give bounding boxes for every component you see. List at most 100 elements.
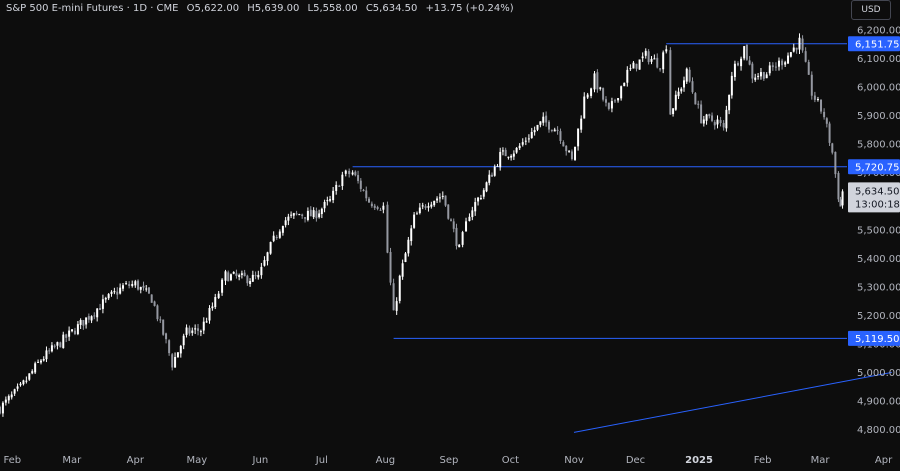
- candle-body: [521, 142, 524, 145]
- candle-body: [784, 62, 787, 65]
- candle-body: [556, 129, 559, 131]
- candle-body: [477, 197, 480, 202]
- candle-body: [229, 274, 232, 281]
- level-price-badge[interactable]: [848, 330, 900, 346]
- x-tick-label: Aug: [376, 455, 396, 466]
- candle-body: [515, 147, 518, 153]
- candle-body: [638, 59, 641, 70]
- candle-body: [85, 317, 88, 325]
- candle-body: [436, 198, 439, 201]
- candle-body: [680, 88, 683, 92]
- candle-body: [1, 402, 4, 414]
- candle-body: [623, 82, 626, 87]
- candle-body: [465, 221, 468, 232]
- candle-body: [501, 150, 504, 152]
- candle-body: [260, 266, 263, 276]
- candle-body: [344, 170, 347, 174]
- candle-body: [162, 319, 165, 335]
- candle-body: [743, 46, 746, 59]
- candle-body: [580, 118, 583, 130]
- candle-body: [266, 252, 269, 262]
- candle-body: [413, 214, 416, 228]
- candle-body: [376, 206, 379, 209]
- symbol-legend: S&P 500 E-mini Futures · 1D · CME O5,622…: [6, 3, 514, 14]
- candle-body: [527, 138, 530, 140]
- candle-body: [131, 284, 134, 286]
- low-label: L: [307, 3, 314, 14]
- candle-body: [73, 330, 76, 335]
- candle-body: [632, 62, 635, 69]
- candle-body: [778, 60, 780, 67]
- candle-body: [382, 205, 385, 210]
- candle-body: [697, 103, 700, 105]
- open-label: O: [186, 3, 195, 14]
- candle-body: [493, 166, 496, 176]
- candle-body: [351, 172, 354, 175]
- candle-body: [298, 214, 301, 216]
- candle-body: [150, 294, 153, 303]
- candle-body: [837, 172, 840, 200]
- x-tick-label: 2025: [685, 455, 713, 466]
- candle-body: [16, 386, 19, 389]
- candle-body: [559, 131, 562, 142]
- candle-body: [45, 350, 48, 360]
- symbol-title[interactable]: S&P 500 E-mini Futures · 1D · CME: [6, 3, 179, 14]
- candle-body: [424, 206, 427, 208]
- candle-body: [688, 69, 691, 82]
- candle-body: [650, 58, 653, 62]
- trendline[interactable]: [573, 371, 892, 433]
- candle-body: [691, 81, 694, 93]
- candle-body: [807, 62, 810, 75]
- candle-body: [365, 190, 368, 199]
- candle-body: [65, 334, 68, 338]
- candle-body: [499, 151, 502, 168]
- candle-body: [441, 195, 444, 197]
- candle-body: [104, 297, 107, 300]
- candle-body: [539, 121, 542, 125]
- candle-body: [577, 128, 580, 147]
- candle-body: [751, 63, 754, 79]
- candle-body: [323, 201, 326, 209]
- candle-body: [488, 174, 491, 183]
- last-price-label: 5,634.50: [855, 186, 900, 197]
- candle-body: [614, 100, 616, 102]
- candle-body: [820, 99, 823, 112]
- candle-body: [306, 210, 309, 220]
- candle-body: [568, 150, 571, 152]
- level-price-badge[interactable]: [848, 36, 900, 52]
- candle-body: [677, 91, 680, 97]
- candle-body: [607, 102, 610, 109]
- candle-body: [620, 86, 623, 99]
- candle-body: [269, 241, 272, 254]
- candle-body: [801, 38, 804, 51]
- candle-body: [335, 184, 338, 191]
- candle-body: [42, 359, 45, 361]
- candle-body: [301, 214, 304, 216]
- candle-body: [191, 330, 194, 333]
- y-tick-label: 5,000.00: [857, 368, 900, 379]
- currency-button[interactable]: USD: [851, 0, 891, 20]
- candle-body: [713, 122, 716, 126]
- candle-body: [68, 330, 71, 337]
- candle-body: [398, 275, 401, 301]
- candle-body: [725, 109, 728, 129]
- candle-body: [665, 49, 668, 52]
- candle-body: [354, 171, 357, 176]
- candle-body: [447, 204, 450, 219]
- candle-body: [662, 52, 665, 70]
- x-tick-label: Oct: [502, 455, 519, 466]
- candle-body: [134, 281, 137, 286]
- candle-body: [599, 87, 602, 89]
- candle-body: [93, 315, 96, 317]
- candle-body: [76, 324, 79, 335]
- candle-body: [31, 371, 34, 374]
- candle-body: [348, 170, 351, 175]
- candle-body: [357, 175, 360, 181]
- level-price-badge[interactable]: [848, 159, 900, 175]
- candle-body: [318, 213, 321, 218]
- candle-body: [722, 122, 725, 128]
- open-value: 5,622.00: [194, 3, 240, 14]
- candle-body: [745, 44, 748, 60]
- x-tick-label: May: [186, 455, 207, 466]
